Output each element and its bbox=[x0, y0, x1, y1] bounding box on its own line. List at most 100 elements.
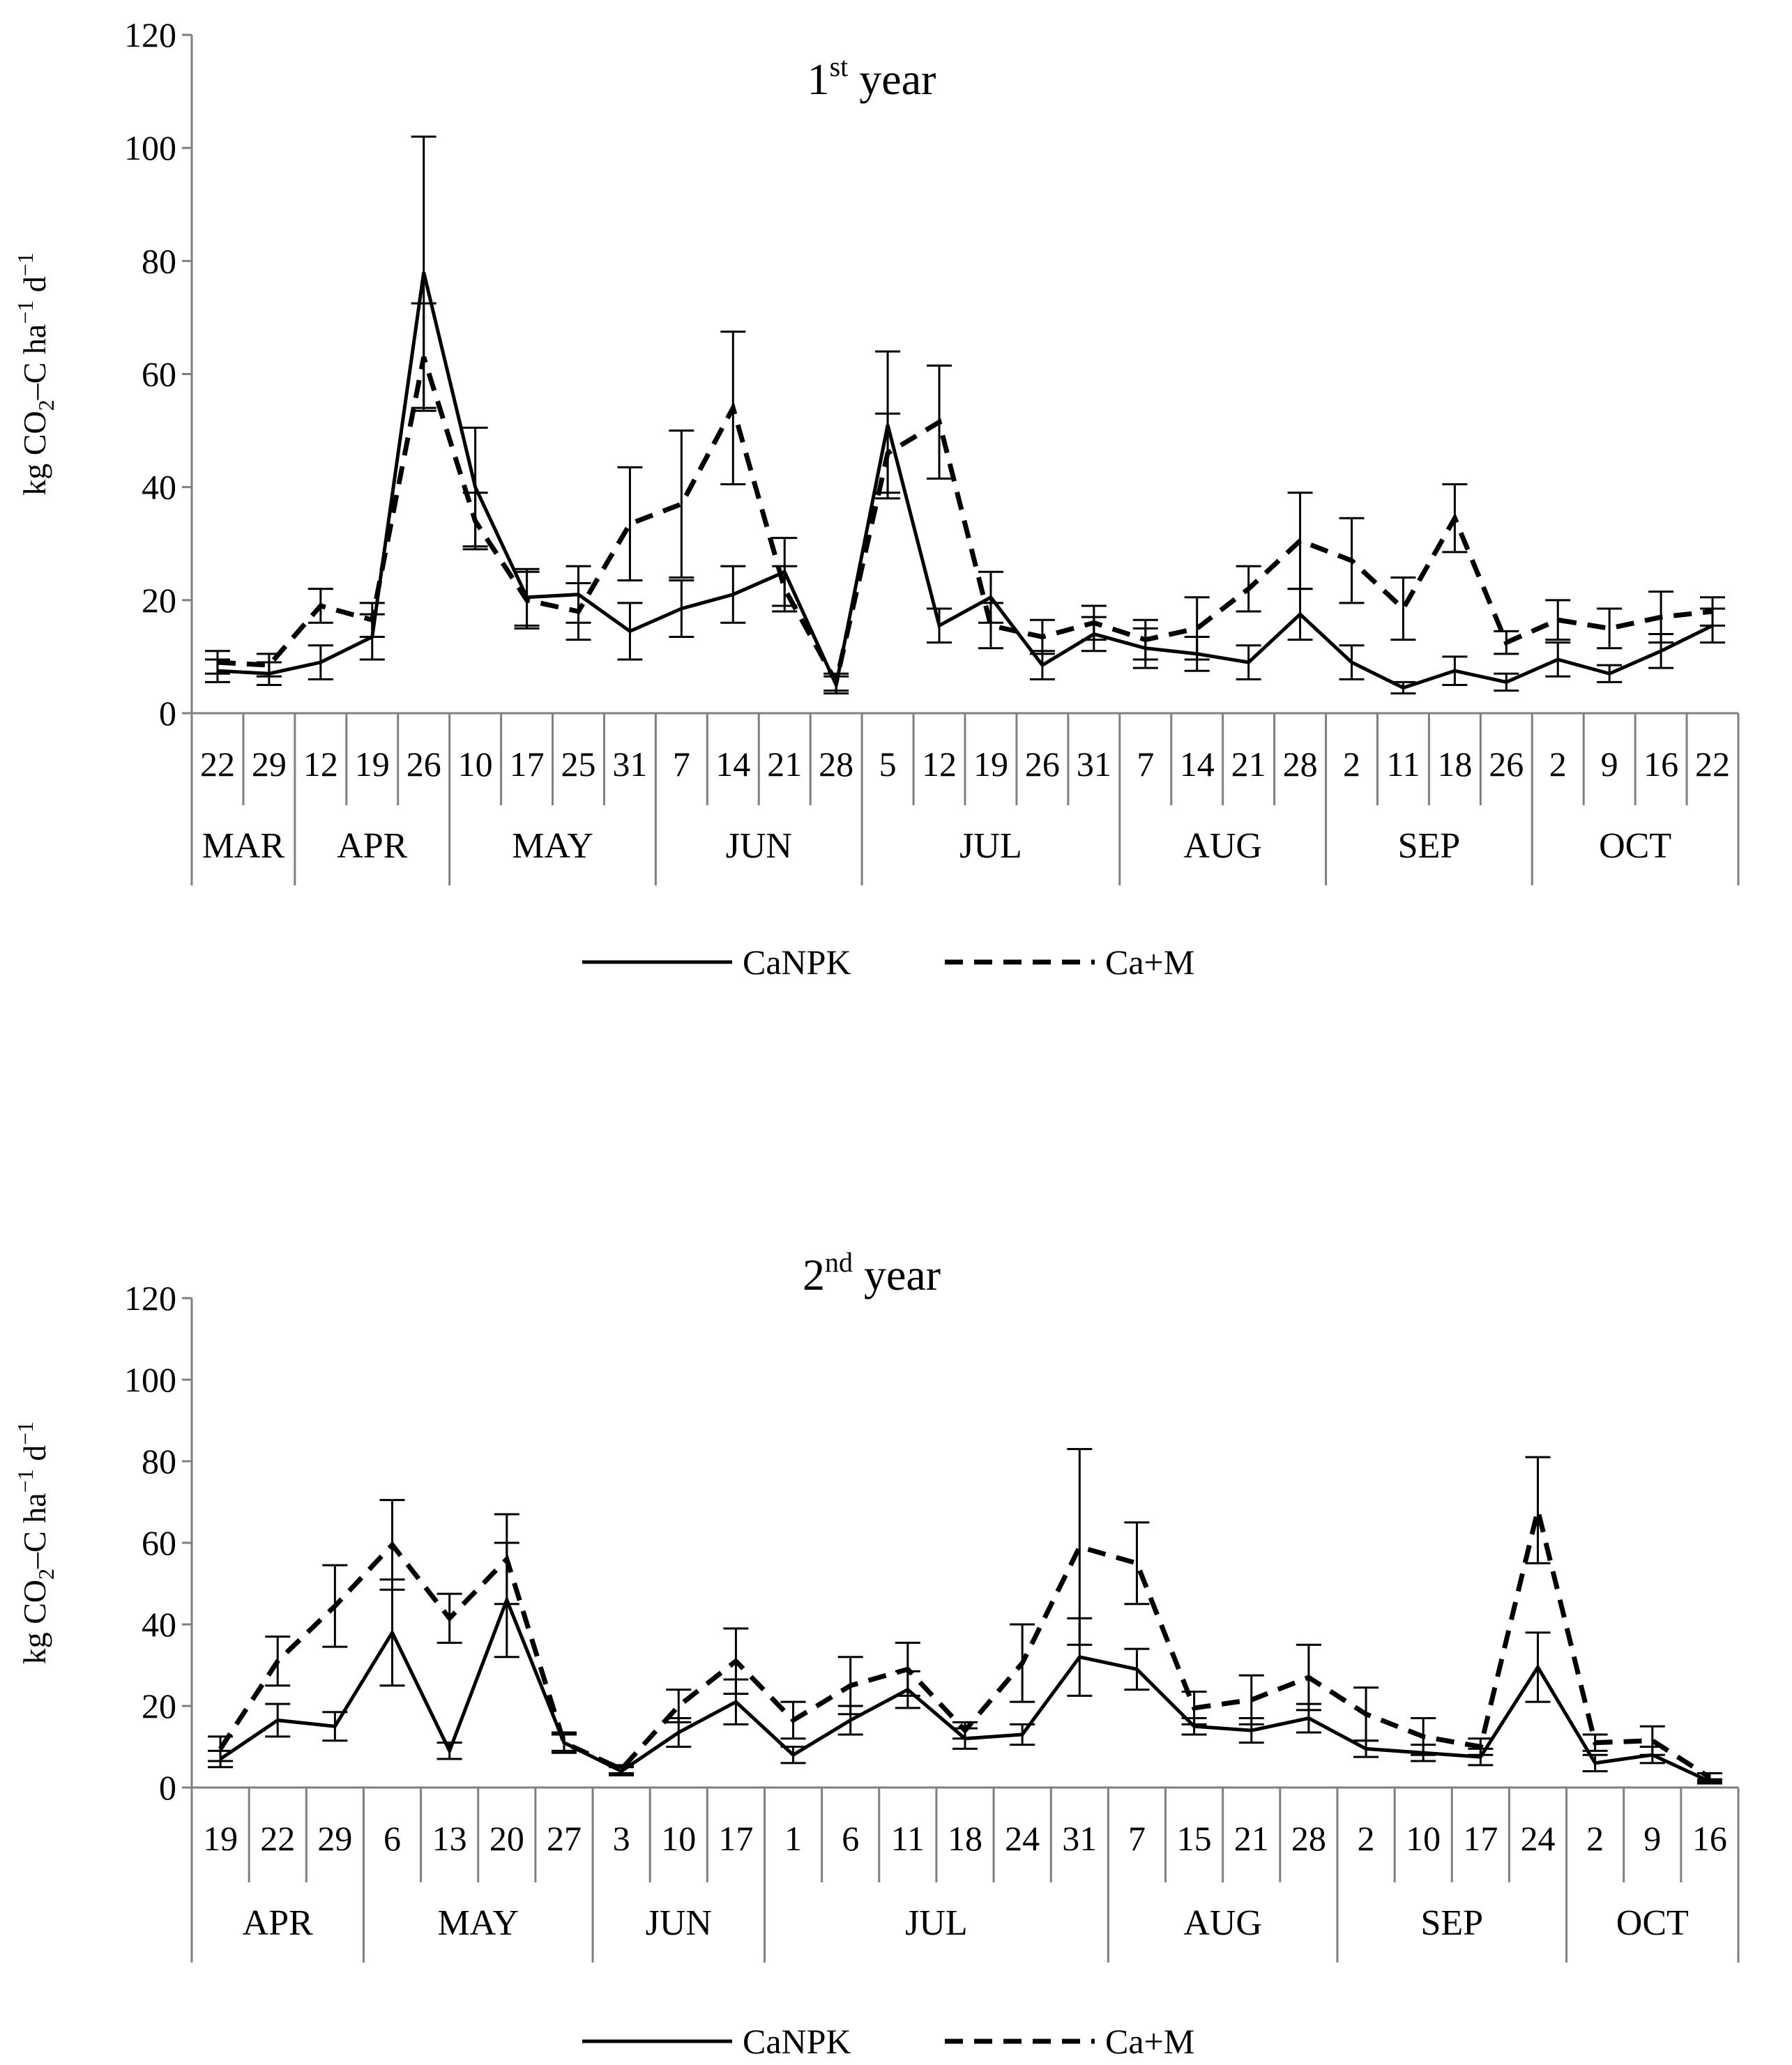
x-day-label: 20 bbox=[489, 1819, 524, 1858]
x-day-label: 18 bbox=[948, 1819, 982, 1858]
y-tick-label: 120 bbox=[124, 15, 176, 54]
title-number: 2 bbox=[803, 1250, 825, 1300]
x-day-label: 2 bbox=[1343, 745, 1360, 784]
x-day-label: 22 bbox=[260, 1819, 295, 1858]
x-month-label: OCT bbox=[1616, 1903, 1689, 1943]
y-tick-label: 100 bbox=[124, 128, 176, 167]
x-month-label: SEP bbox=[1398, 826, 1461, 866]
y-label-sub: 2 bbox=[33, 399, 59, 411]
x-day-label: 17 bbox=[510, 745, 545, 784]
series-line-CaNPK bbox=[218, 273, 1713, 688]
legend-label: Ca+M bbox=[1105, 2022, 1194, 2061]
x-day-label: 28 bbox=[1291, 1819, 1326, 1858]
x-day-label: 11 bbox=[891, 1819, 925, 1858]
y-tick-label: 20 bbox=[142, 1686, 176, 1725]
x-month-label: APR bbox=[337, 826, 407, 866]
y-label-sup: −1 bbox=[13, 1422, 38, 1445]
y-label-part: d bbox=[17, 1445, 52, 1470]
x-day-label: 7 bbox=[1137, 745, 1154, 784]
x-day-label: 31 bbox=[612, 745, 647, 784]
y-tick-label: 0 bbox=[159, 1768, 176, 1807]
y-tick-label: 80 bbox=[142, 1442, 176, 1481]
y-label-sup: −1 bbox=[13, 1469, 38, 1493]
title-number: 1 bbox=[807, 54, 830, 104]
x-month-label: APR bbox=[243, 1903, 313, 1943]
y-tick-label: 120 bbox=[124, 1279, 176, 1318]
x-day-label: 19 bbox=[355, 745, 390, 784]
x-day-label: 21 bbox=[1234, 1819, 1269, 1858]
x-day-label: 6 bbox=[842, 1819, 859, 1858]
x-day-label: 18 bbox=[1437, 745, 1472, 784]
x-month-label: AUG bbox=[1183, 1903, 1262, 1943]
x-day-label: 27 bbox=[547, 1819, 582, 1858]
y-label-sup: −1 bbox=[13, 300, 38, 324]
y-tick-label: 0 bbox=[159, 694, 176, 733]
x-month-label: MAR bbox=[202, 826, 285, 866]
series-CaNPK bbox=[205, 137, 1725, 694]
x-day-label: 14 bbox=[715, 745, 750, 784]
y-axis-label: kg CO2–C ha−1 d−1 bbox=[13, 1422, 59, 1665]
x-day-label: 12 bbox=[303, 745, 338, 784]
x-month-label: OCT bbox=[1599, 826, 1671, 866]
x-month-label: MAY bbox=[437, 1903, 519, 1943]
x-day-label: 1 bbox=[784, 1819, 802, 1858]
x-day-label: 10 bbox=[458, 745, 493, 784]
x-day-label: 11 bbox=[1386, 745, 1420, 784]
x-day-label: 29 bbox=[252, 745, 287, 784]
y-label-part: kg CO bbox=[17, 1580, 52, 1664]
title-word: year bbox=[853, 1250, 941, 1300]
x-day-label: 2 bbox=[1549, 745, 1567, 784]
y-label-part: –C ha bbox=[17, 1493, 52, 1569]
y-tick-label: 40 bbox=[142, 468, 176, 507]
x-day-label: 22 bbox=[200, 745, 235, 784]
legend-label: CaNPK bbox=[743, 943, 851, 982]
x-month-label: MAY bbox=[512, 826, 593, 866]
y-tick-label: 40 bbox=[142, 1605, 176, 1644]
x-day-label: 21 bbox=[1231, 745, 1266, 784]
x-day-label: 19 bbox=[973, 745, 1008, 784]
x-day-label: 29 bbox=[317, 1819, 352, 1858]
x-day-label: 9 bbox=[1643, 1819, 1661, 1858]
x-day-label: 2 bbox=[1358, 1819, 1375, 1858]
x-day-label: 10 bbox=[661, 1819, 696, 1858]
y-tick-label: 60 bbox=[142, 1523, 176, 1562]
y-label-part: –C ha bbox=[17, 324, 52, 401]
x-day-label: 26 bbox=[1489, 745, 1524, 784]
x-month-label: AUG bbox=[1183, 826, 1262, 866]
x-day-label: 6 bbox=[384, 1819, 401, 1858]
x-day-label: 7 bbox=[673, 745, 690, 784]
x-day-label: 5 bbox=[879, 745, 897, 784]
x-day-label: 17 bbox=[1463, 1819, 1498, 1858]
series-line-Ca+M bbox=[218, 357, 1713, 682]
x-day-label: 24 bbox=[1005, 1819, 1040, 1858]
x-day-label: 22 bbox=[1695, 745, 1730, 784]
chart-title: 2nd year bbox=[803, 1247, 941, 1300]
x-month-label: JUL bbox=[959, 826, 1022, 866]
x-day-label: 24 bbox=[1520, 1819, 1555, 1858]
x-day-label: 21 bbox=[767, 745, 802, 784]
legend-label: CaNPK bbox=[743, 2022, 851, 2061]
legend: CaNPK Ca+M bbox=[582, 2022, 1194, 2061]
series-CaNPK bbox=[208, 1543, 1722, 1783]
x-day-label: 28 bbox=[1283, 745, 1318, 784]
x-day-label: 25 bbox=[561, 745, 596, 784]
x-day-label: 26 bbox=[407, 745, 441, 784]
title-word: year bbox=[848, 54, 936, 104]
x-month-label: JUN bbox=[726, 826, 792, 866]
x-day-label: 7 bbox=[1128, 1819, 1146, 1858]
x-day-label: 19 bbox=[203, 1819, 238, 1858]
y-label-part: d bbox=[17, 276, 52, 300]
x-month-label: SEP bbox=[1420, 1903, 1483, 1943]
x-day-label: 12 bbox=[922, 745, 957, 784]
x-month-label: JUN bbox=[646, 1903, 712, 1943]
y-tick-label: 20 bbox=[142, 581, 176, 620]
x-day-label: 3 bbox=[613, 1819, 630, 1858]
x-day-label: 2 bbox=[1586, 1819, 1604, 1858]
y-label-sub: 2 bbox=[33, 1569, 59, 1580]
x-day-label: 9 bbox=[1601, 745, 1618, 784]
x-day-label: 13 bbox=[432, 1819, 467, 1858]
